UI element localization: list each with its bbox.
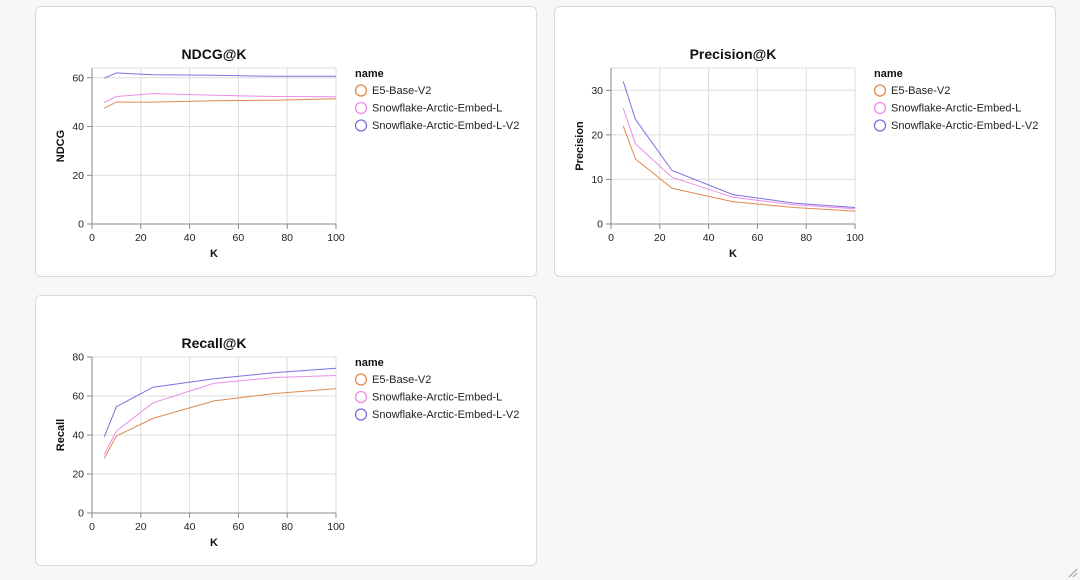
y-tick-label: 30	[591, 85, 603, 97]
legend-label: E5-Base-V2	[372, 374, 431, 386]
x-axis-title: K	[729, 248, 737, 260]
x-tick-label: 20	[135, 521, 147, 533]
series-line-2	[104, 72, 336, 79]
y-tick-label: 20	[591, 129, 603, 141]
legend-title: name	[874, 68, 903, 80]
y-axis-title: Precision	[574, 121, 586, 171]
series-line-0	[622, 125, 856, 212]
y-tick-label: 20	[72, 170, 84, 182]
y-tick-label: 0	[78, 508, 84, 520]
legend-symbol	[354, 408, 368, 421]
chart-panel-ndcg: 0 20 40 60 80 100 0 20 40 60 NDCG@K K NDCG name E5-Bas…	[35, 6, 537, 277]
series-line-0	[103, 98, 337, 109]
legend-symbol	[354, 101, 368, 115]
x-tick-label: 40	[703, 232, 715, 244]
legend-label: Snowflake-Arctic-Embed-L-V2	[891, 120, 1038, 132]
y-axis-title: NDCG	[55, 130, 67, 162]
x-tick-label: 60	[233, 232, 245, 244]
series-line-0	[103, 388, 337, 459]
chart-title: NDCG@K	[182, 46, 247, 62]
y-tick-label: 40	[72, 430, 84, 442]
legend-symbol	[873, 84, 887, 97]
y-tick-label: 60	[72, 72, 84, 84]
x-tick-label: 100	[327, 232, 345, 244]
x-tick-label: 20	[654, 232, 666, 244]
y-tick-label: 0	[597, 219, 603, 231]
legend-symbol	[873, 119, 887, 132]
x-tick-label: 100	[327, 521, 345, 533]
y-tick-label: 40	[72, 121, 84, 133]
legend-symbol	[354, 119, 368, 132]
legend-label: Snowflake-Arctic-Embed-L	[372, 392, 502, 404]
x-tick-label: 0	[89, 521, 95, 533]
chart-panel-precision: 0 20 40 60 80 100 0 10 20 30 Precision@K K Precision…	[554, 6, 1056, 277]
x-tick-label: 60	[752, 232, 764, 244]
x-axis-title: K	[210, 537, 218, 549]
resize-grip-icon[interactable]	[1068, 568, 1078, 578]
legend-symbol	[354, 84, 368, 97]
chart-title: Recall@K	[181, 335, 246, 351]
x-tick-label: 100	[846, 232, 864, 244]
legend-title: name	[355, 357, 384, 369]
legend-label: E5-Base-V2	[372, 85, 431, 97]
y-tick-label: 10	[591, 174, 603, 186]
legend-symbol	[873, 101, 887, 115]
y-tick-label: 20	[72, 469, 84, 481]
legend-label: Snowflake-Arctic-Embed-L	[891, 103, 1021, 115]
chart-title: Precision@K	[690, 46, 777, 62]
legend-label: E5-Base-V2	[891, 85, 950, 97]
x-axis-title: K	[210, 248, 218, 260]
chart-panel-recall: 0 20 40 60 80 100 0 20 40 60 80 Recall@K K Recall name…	[35, 295, 537, 566]
x-tick-label: 80	[281, 521, 293, 533]
y-tick-label: 80	[72, 352, 84, 364]
legend-label: Snowflake-Arctic-Embed-L	[372, 103, 502, 115]
x-tick-label: 40	[184, 232, 196, 244]
series-line-2	[622, 81, 856, 208]
x-tick-label: 80	[281, 232, 293, 244]
legend-label: Snowflake-Arctic-Embed-L-V2	[372, 120, 519, 132]
legend-label: Snowflake-Arctic-Embed-L-V2	[372, 409, 519, 421]
series-line-2	[103, 367, 337, 438]
y-tick-label: 0	[78, 219, 84, 231]
legend-symbol	[354, 373, 368, 386]
recall-chart: 0 20 40 60 80 100 0 20 40 60 80 Recall@K K Recall name…	[55, 335, 519, 549]
series-line-1	[103, 375, 337, 455]
x-tick-label: 60	[233, 521, 245, 533]
x-tick-label: 0	[89, 232, 95, 244]
series-line-1	[622, 107, 856, 210]
x-tick-label: 20	[135, 232, 147, 244]
x-tick-label: 80	[800, 232, 812, 244]
y-axis-title: Recall	[55, 419, 67, 451]
legend-symbol	[354, 390, 368, 404]
y-tick-label: 60	[72, 391, 84, 403]
ndcg-chart: 0 20 40 60 80 100 0 20 40 60 NDCG@K K NDCG name E5-Bas…	[55, 46, 519, 260]
precision-chart: 0 20 40 60 80 100 0 10 20 30 Precision@K K Precision…	[574, 46, 1038, 260]
x-tick-label: 40	[184, 521, 196, 533]
series-line-1	[103, 93, 337, 104]
x-tick-label: 0	[608, 232, 614, 244]
legend-title: name	[355, 68, 384, 80]
